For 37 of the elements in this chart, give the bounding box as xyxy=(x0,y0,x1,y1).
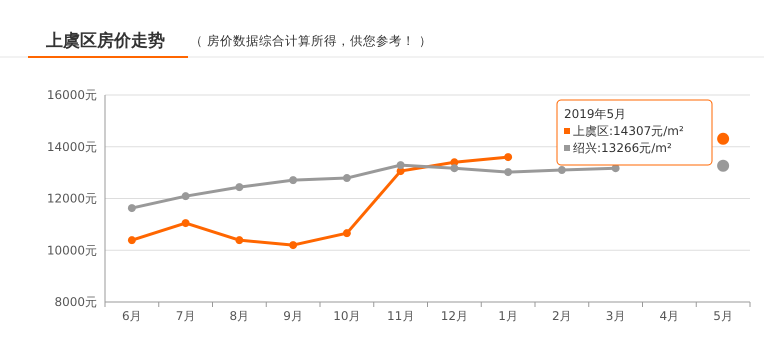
point xyxy=(558,166,566,174)
x-tick-label: 7月 xyxy=(176,309,196,323)
x-tick-label: 5月 xyxy=(713,309,733,323)
point xyxy=(289,176,298,184)
x-tick-label: 12月 xyxy=(440,309,468,323)
y-tick-label: 12000元 xyxy=(46,192,97,206)
y-tick-label: 10000元 xyxy=(46,243,97,258)
annotation: 绍兴:13266元/m² xyxy=(573,141,672,155)
point xyxy=(235,236,244,244)
point xyxy=(450,164,458,172)
annotation: 2019年5月 xyxy=(564,107,626,121)
point xyxy=(235,183,244,192)
point xyxy=(342,229,351,238)
point xyxy=(128,204,136,212)
x-tick-label: 2月 xyxy=(552,309,572,323)
x-tick-label: 8月 xyxy=(230,309,250,323)
chart-title: 上虞区房价走势 xyxy=(45,31,165,51)
y-tick-label: 8000元 xyxy=(54,295,97,309)
point xyxy=(342,174,351,182)
chart-subtitle: （ 房价数据综合计算所得，供您参考！ ） xyxy=(190,33,432,48)
point xyxy=(128,236,136,244)
annotation: 上虞区:14307元/m² xyxy=(573,124,684,138)
x-tick-label: 10月 xyxy=(333,309,361,323)
point xyxy=(504,153,512,162)
x-tick-label: 6月 xyxy=(122,309,142,323)
x-tick-label: 4月 xyxy=(660,309,680,323)
y-tick-label: 14000元 xyxy=(46,140,97,154)
point xyxy=(504,168,512,176)
x-tick-label: 9月 xyxy=(283,309,303,323)
x-tick-label: 11月 xyxy=(386,309,414,323)
x-tick-label: 3月 xyxy=(606,309,626,323)
y-tick-label: 16000元 xyxy=(46,88,97,102)
x-tick-label: 1月 xyxy=(498,309,518,323)
point xyxy=(396,161,405,170)
point xyxy=(182,219,190,228)
point xyxy=(289,241,298,250)
point xyxy=(182,192,190,200)
